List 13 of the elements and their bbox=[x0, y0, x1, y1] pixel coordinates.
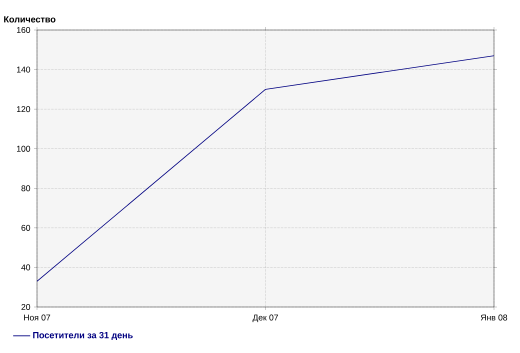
y-axis-title: Количество bbox=[4, 16, 56, 22]
y-tick-label: 20 bbox=[21, 304, 30, 310]
y-tick-label: 40 bbox=[21, 264, 30, 270]
x-tick-label: Ноя 07 bbox=[24, 314, 50, 321]
x-tick-label: Дек 07 bbox=[252, 314, 278, 322]
y-tick-label: 120 bbox=[16, 106, 30, 112]
x-tick-label: Янв 08 bbox=[480, 314, 508, 321]
y-tick-label: 100 bbox=[16, 146, 30, 152]
y-tick-label: 80 bbox=[21, 185, 30, 192]
y-tick-label: 140 bbox=[16, 66, 30, 73]
y-tick-label: 60 bbox=[21, 224, 30, 231]
legend-label: Посетители за 31 день bbox=[33, 332, 133, 340]
y-tick-label: 160 bbox=[16, 27, 30, 33]
